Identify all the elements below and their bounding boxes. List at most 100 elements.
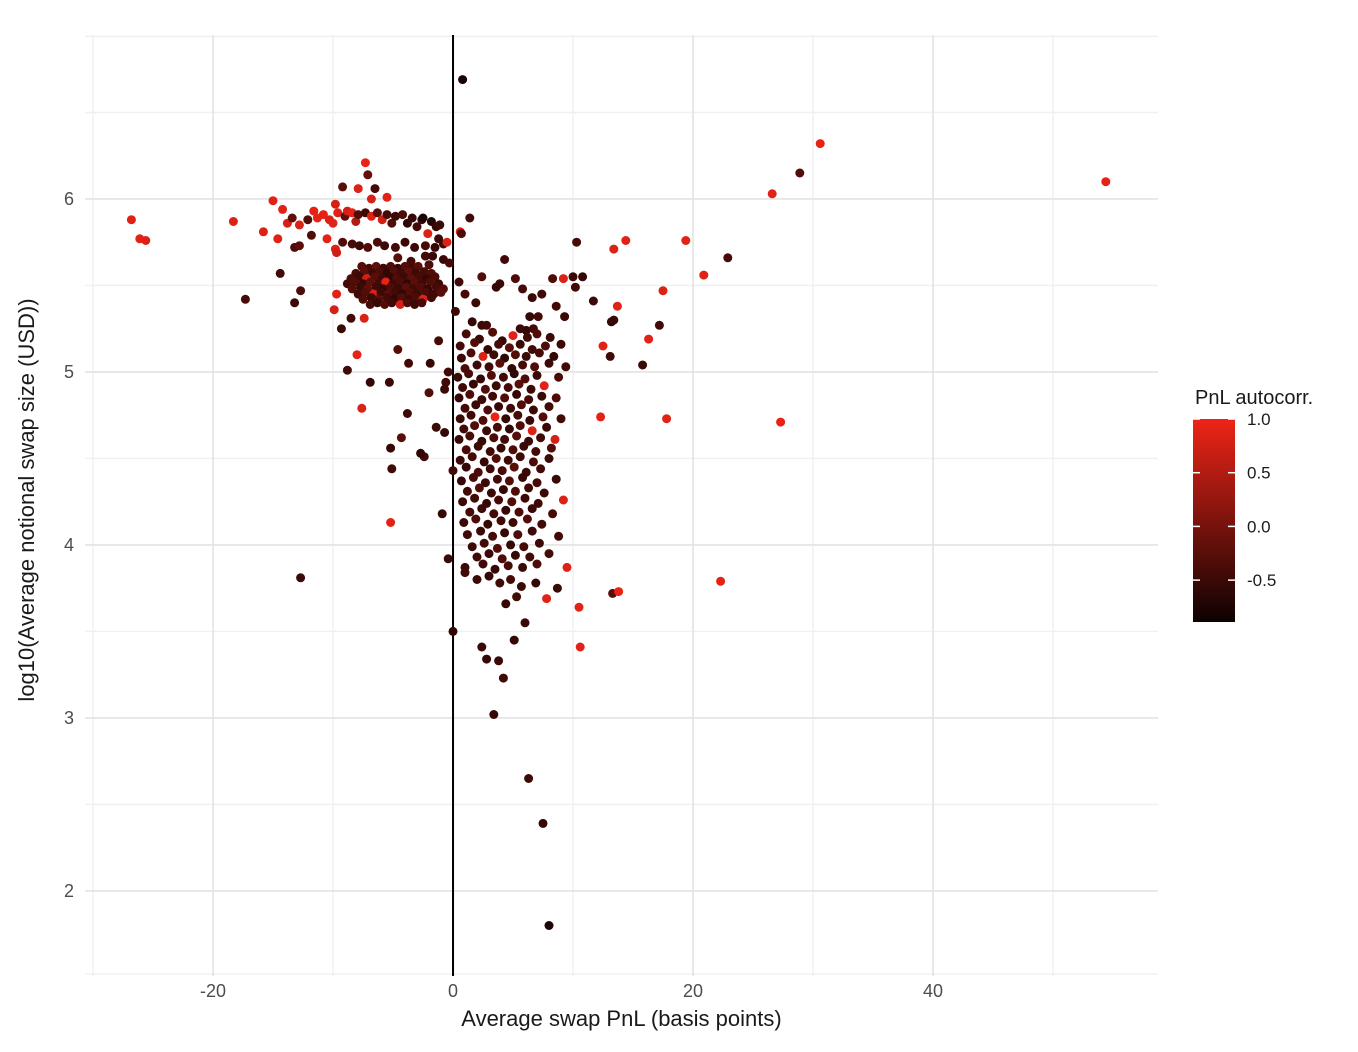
data-point [443,554,453,564]
data-point [486,488,496,498]
data-point [500,528,510,538]
data-point [477,272,487,282]
data-point [551,393,561,403]
data-point [474,483,484,493]
data-point [489,710,499,719]
data-point [468,473,478,482]
data-point [342,365,352,375]
data-point [596,412,606,422]
data-point [476,374,486,384]
data-point [434,336,444,346]
data-point [470,338,480,348]
data-point [465,507,475,517]
data-point [552,583,562,593]
data-point [431,422,441,432]
data-point [500,393,510,403]
data-point [357,403,367,413]
data-point [387,298,397,308]
data-point [494,495,504,505]
data-point [350,277,360,287]
y-tick-label: 5 [64,362,74,382]
data-point [489,433,499,443]
data-point [514,507,524,517]
data-point [390,287,400,297]
data-point [496,443,506,453]
data-point [338,182,348,192]
data-point [273,234,283,244]
data-point [376,287,386,297]
y-tick-label: 2 [64,881,74,901]
data-point [498,485,508,495]
data-point [448,626,458,636]
data-point [501,599,511,609]
data-point [519,542,529,552]
data-point [352,350,362,360]
data-point [486,370,496,380]
data-point [606,317,616,327]
data-point [461,445,471,455]
legend-title: PnL autocorr. [1195,387,1314,409]
data-point [380,241,390,251]
data-point [662,414,672,424]
data-point [228,217,238,226]
x-tick-label: -20 [200,981,226,1001]
data-point [525,312,535,322]
data-point [551,301,561,311]
data-point [544,402,554,412]
data-point [494,402,504,412]
data-point [478,351,488,361]
data-point [425,277,435,287]
data-point [528,405,538,415]
data-point [508,445,518,455]
data-point [380,300,390,309]
data-point [524,395,534,405]
data-point [546,443,556,453]
data-point [258,227,268,237]
data-point [370,184,380,194]
data-point [500,255,510,264]
data-point [621,236,631,245]
data-point [329,305,339,315]
data-point [495,358,505,368]
data-point [658,286,668,296]
data-point [405,287,415,297]
data-point [490,412,500,422]
data-point [574,602,584,612]
data-point [533,312,543,322]
data-point [353,184,363,194]
y-tick-label: 4 [64,535,74,555]
data-point [454,393,464,403]
data-point [126,215,136,225]
data-point [484,571,494,581]
data-point [538,412,548,422]
data-point [483,345,493,354]
data-point [296,573,306,583]
data-point [500,434,510,444]
data-point [554,531,564,541]
data-point [520,493,530,503]
data-point [494,339,504,349]
data-point [407,213,417,223]
data-point [424,388,434,398]
data-point [354,241,364,251]
data-point [510,350,520,360]
data-point [609,244,619,254]
data-point [423,229,433,239]
data-point [290,298,300,308]
data-point [472,360,482,370]
data-point [358,294,368,304]
data-point [558,495,568,505]
data-point [458,383,468,392]
data-point [508,518,518,527]
data-point [347,239,357,249]
data-point [330,199,340,209]
data-point [294,241,304,251]
data-point [495,578,505,588]
data-point [456,476,466,486]
data-point [456,353,466,363]
data-point [396,433,406,443]
data-point [531,447,541,456]
data-point [333,208,343,218]
data-point [542,422,552,432]
